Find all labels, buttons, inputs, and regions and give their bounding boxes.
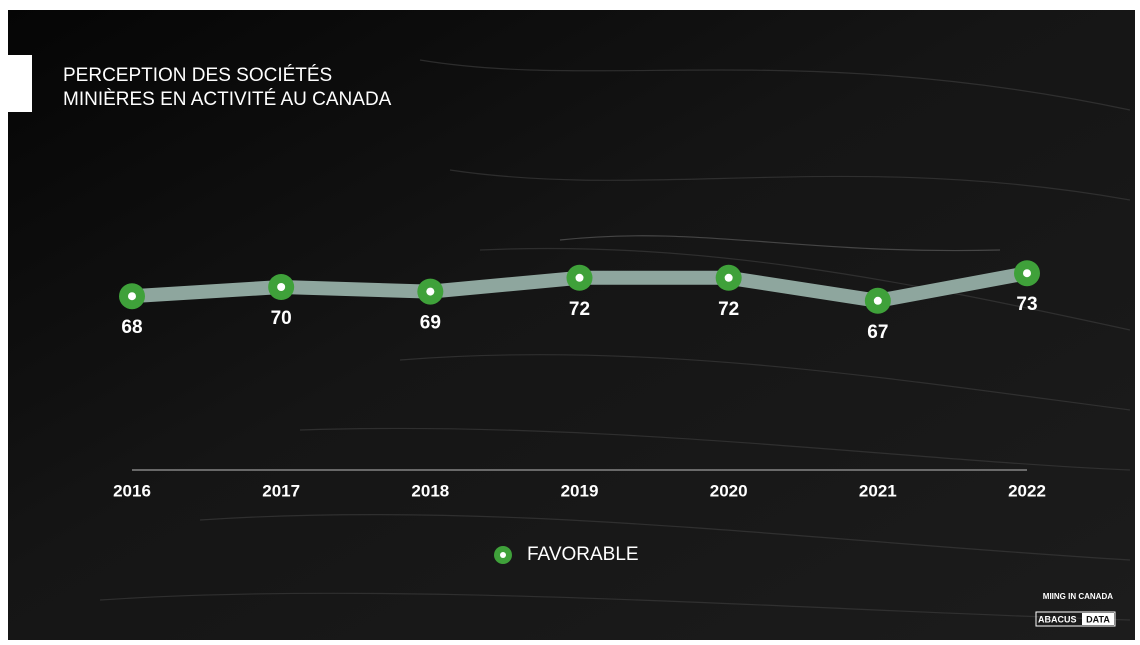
x-tick-label: 2019 (561, 481, 599, 500)
point-dot (426, 287, 435, 296)
point-dot (724, 273, 733, 282)
point-dot (575, 273, 584, 282)
chart-title: PERCEPTION DES SOCIÉTÉS (63, 65, 332, 86)
x-tick-label: 2017 (262, 481, 300, 500)
point-dot (277, 283, 286, 291)
logo-box (1035, 611, 1116, 627)
logo-text: ABACUS (1038, 614, 1077, 624)
title-tab (8, 55, 32, 112)
footer-tag: MIING IN CANADA (1043, 592, 1113, 601)
background (8, 10, 1135, 640)
legend-marker-dot (500, 552, 506, 558)
x-tick-label: 2018 (411, 481, 449, 500)
data-label: 70 (271, 308, 292, 329)
point-dot (1023, 269, 1031, 278)
x-tick-label: 2022 (1008, 481, 1046, 500)
x-tick-label: 2020 (710, 481, 748, 500)
legend-label: FAVORABLE (527, 544, 639, 565)
point-dot (128, 292, 136, 301)
logo-fill (1082, 613, 1114, 625)
x-tick-label: 2016 (113, 481, 151, 500)
rock-texture (99, 59, 1131, 621)
data-label: 69 (420, 313, 441, 334)
point-dot (873, 296, 882, 305)
data-label: 68 (121, 317, 142, 338)
data-label: 73 (1016, 294, 1037, 315)
chart-title: MINIÈRES EN ACTIVITÉ AU CANADA (63, 89, 392, 110)
plot: 2016 2017 2018 2019 2020 2021 2022 68 70 69 72 72 67… (113, 260, 1046, 500)
x-tick-label: 2021 (859, 481, 897, 500)
data-label: 72 (569, 299, 590, 320)
logo-text: DATA (1086, 614, 1110, 624)
data-label: 67 (867, 322, 888, 343)
data-label: 72 (718, 299, 739, 320)
